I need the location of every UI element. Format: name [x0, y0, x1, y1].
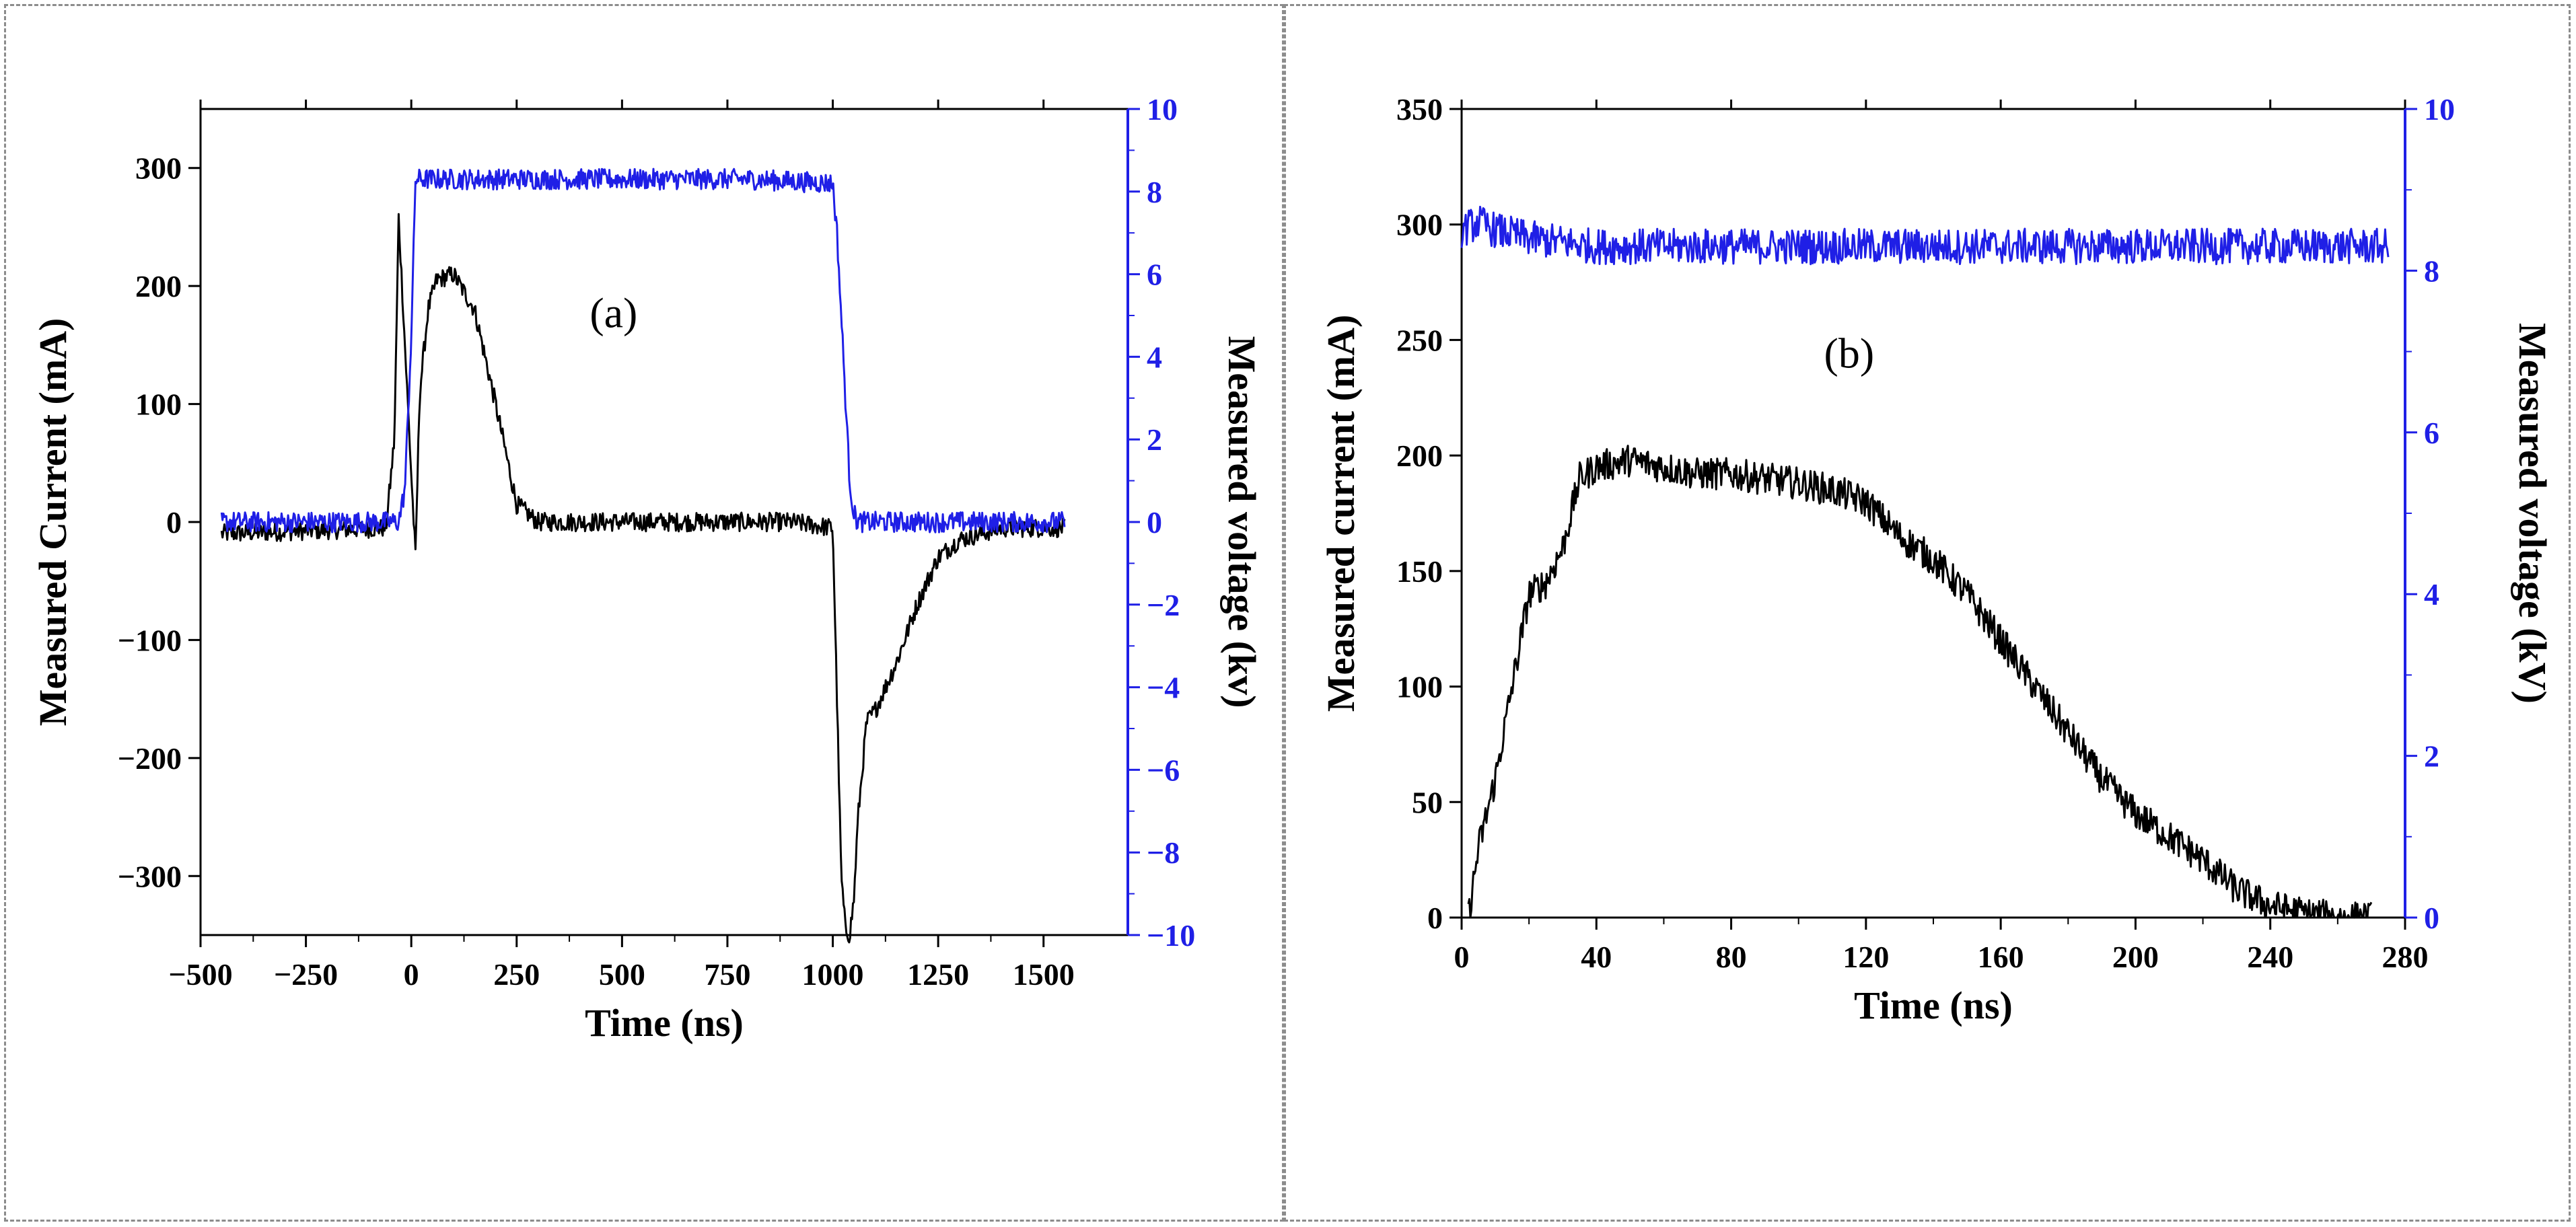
chart-a-group: −500 −250 0 250 500 750 1000 1250 1500−300−200−1… — [31, 92, 1264, 1045]
chart-a-y2-tick-label: 0 — [1147, 505, 1162, 540]
chart-b-x-tick-label: 160 — [1978, 940, 2024, 974]
chart-b-group: 0 40 80 120 160 200 240 28005010015020025030035… — [1319, 92, 2554, 1027]
panel-a — [4, 4, 1284, 1222]
chart-a-x-axis-title: Time (ns) — [585, 1001, 744, 1045]
chart-b-y2-axis-title: Measured voltage (kV) — [2511, 323, 2554, 704]
chart-a-x-tick-label: 1250 — [907, 957, 969, 992]
chart-a-voltage-series-line — [220, 168, 1066, 533]
chart-a-y2-tick-label: −2 — [1147, 588, 1180, 622]
chart-a-y2-tick-label: 10 — [1147, 92, 1178, 126]
chart-b-x-tick-label: 80 — [1716, 940, 1747, 974]
chart-a-y-tick-label: −300 — [118, 859, 182, 893]
chart-b-y-axis-title: Measured current (mA) — [1319, 315, 1363, 712]
chart-b-y-tick-label: 50 — [1412, 785, 1443, 819]
chart-a-y2-tick-label: 4 — [1147, 340, 1162, 374]
chart-b-x-tick-label: 0 — [1454, 940, 1470, 974]
chart-a-y-tick-label: 100 — [135, 387, 182, 422]
chart-a-x-tick-label: 250 — [493, 957, 540, 992]
chart-b-y2-tick-label: 6 — [2424, 416, 2439, 450]
chart-a-y2-tick-label: −6 — [1147, 753, 1180, 787]
chart-b-y2-tick-label: 4 — [2424, 577, 2439, 611]
chart-a-y-axis-title: Measured Current (mA) — [31, 318, 75, 727]
chart-a-panel-label: (a) — [589, 289, 637, 337]
chart-a-current-series-line — [220, 213, 1066, 944]
chart-a-y2-tick-label: −4 — [1147, 671, 1180, 705]
chart-b-y-tick-label: 350 — [1396, 92, 1443, 126]
chart-b-y2-tick-label: 8 — [2424, 254, 2439, 288]
chart-a-x-tick-label: −250 — [274, 957, 338, 992]
chart-b-panel-label: (b) — [1824, 330, 1875, 377]
chart-a-x-tick-label: 500 — [599, 957, 645, 992]
chart-a-y-tick-label: −100 — [118, 623, 182, 657]
chart-a-x-tick-label: −500 — [168, 957, 232, 992]
chart-a-y2-tick-label: 6 — [1147, 258, 1162, 292]
chart-a-y-tick-label: 0 — [166, 505, 182, 540]
chart-b-y-tick-label: 250 — [1396, 323, 1443, 357]
chart-a-x-tick-label: 1000 — [802, 957, 864, 992]
chart-a-y-tick-label: −200 — [118, 741, 182, 776]
chart-a-y2-axis-title: Measured voltage (kv) — [1220, 336, 1264, 708]
chart-b-voltage-series-line — [1460, 205, 2390, 266]
chart-a-x-tick-label: 750 — [704, 957, 750, 992]
chart-a-y2-tick-label: 2 — [1147, 422, 1162, 457]
chart-b-x-tick-label: 120 — [1842, 940, 1889, 974]
chart-b-y2-tick-label: 10 — [2424, 92, 2455, 126]
chart-b-y-tick-label: 150 — [1396, 554, 1443, 589]
chart-a-y2-tick-label: −10 — [1147, 918, 1195, 953]
chart-a-y2-tick-label: 8 — [1147, 175, 1162, 209]
chart-b-x-tick-label: 240 — [2247, 940, 2293, 974]
chart-a-y2-tick-label: −8 — [1147, 835, 1180, 870]
panel-b — [1284, 4, 2571, 1222]
chart-b-y-tick-label: 0 — [1427, 901, 1443, 935]
chart-b-y-tick-label: 200 — [1396, 439, 1443, 473]
chart-b-x-tick-label: 280 — [2382, 940, 2429, 974]
chart-b-y-tick-label: 300 — [1396, 208, 1443, 242]
chart-b-current-series-line — [1467, 445, 2373, 919]
chart-a-x-tick-label: 0 — [404, 957, 419, 992]
chart-b-x-axis-title: Time (ns) — [1854, 983, 2013, 1027]
chart-b-x-tick-label: 200 — [2112, 940, 2159, 974]
chart-b-x-tick-label: 40 — [1581, 940, 1612, 974]
chart-a-y-tick-label: 200 — [135, 269, 182, 303]
chart-a-y-tick-label: 300 — [135, 151, 182, 186]
chart-b-y-tick-label: 100 — [1396, 670, 1443, 704]
chart-b-y2-tick-label: 0 — [2424, 901, 2439, 935]
chart-a-x-tick-label: 1500 — [1013, 957, 1075, 992]
chart-b-y2-tick-label: 2 — [2424, 739, 2439, 774]
